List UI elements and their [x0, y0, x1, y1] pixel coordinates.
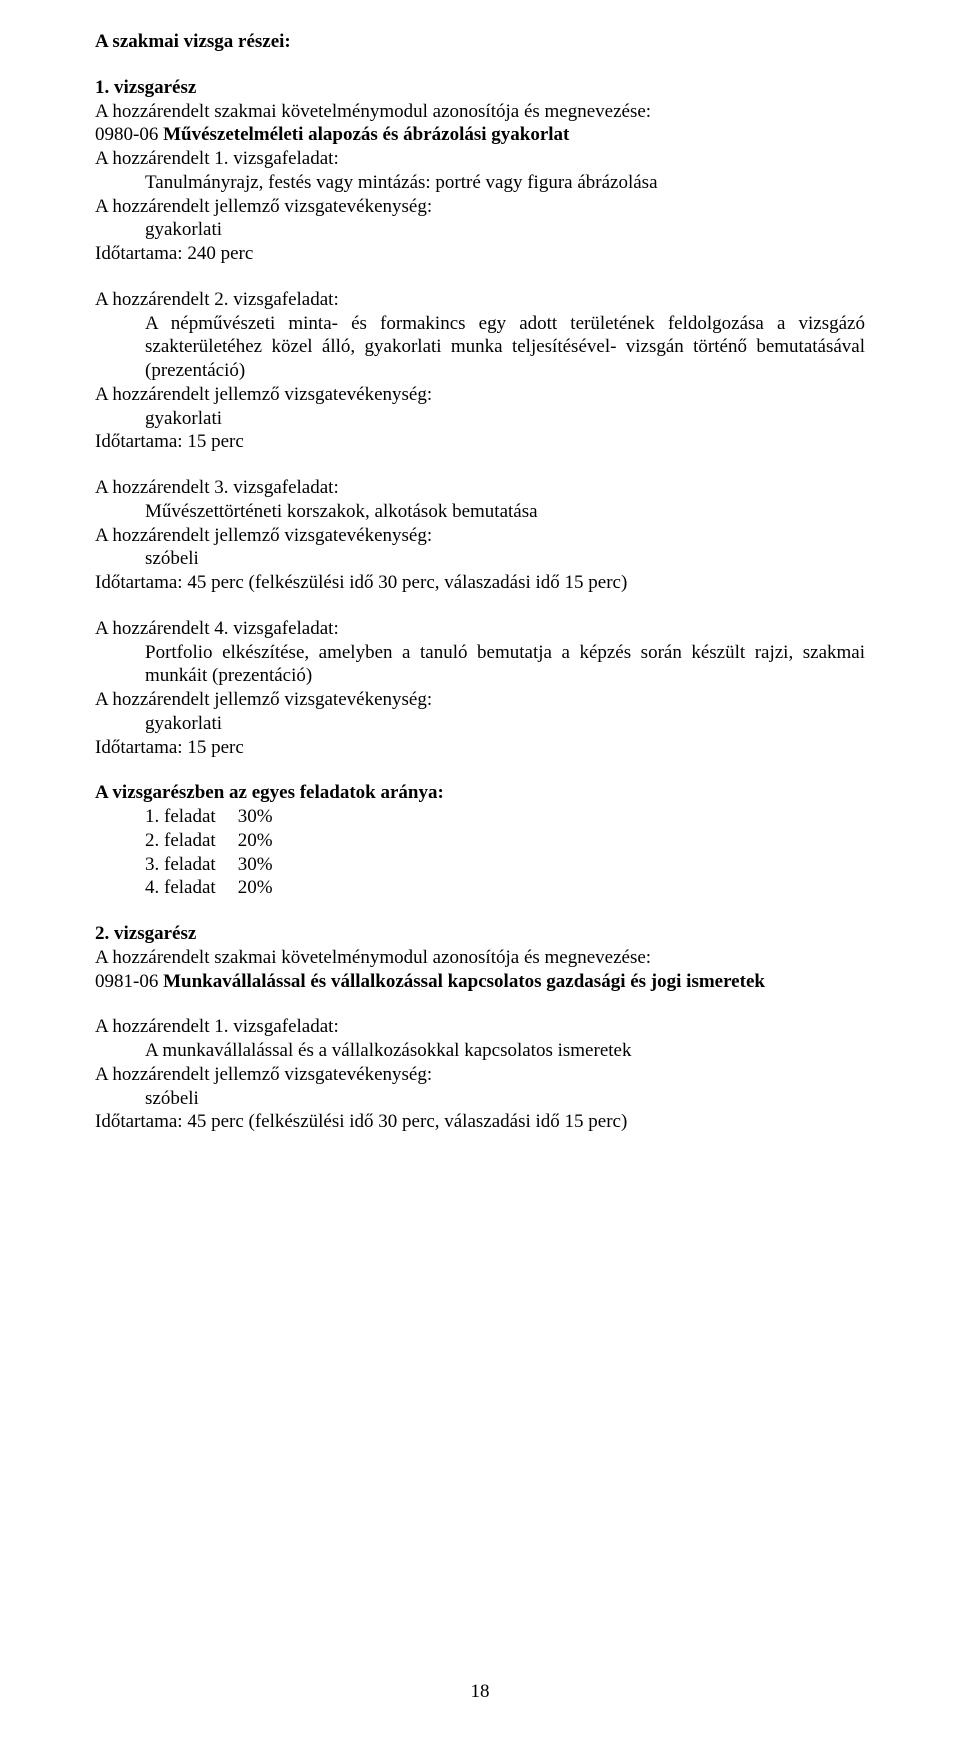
- ratio-label: 4. feladat: [145, 876, 216, 900]
- s2-task1-duration: Időtartama: 45 perc (felkészülési idő 30…: [95, 1110, 865, 1134]
- page-container: A szakmai vizsga részei: 1. vizsgarész A…: [0, 0, 960, 1747]
- spacer: [95, 454, 865, 476]
- ratio-row: 4. feladat 20%: [95, 876, 865, 900]
- s2-task1-activity-type: szóbeli: [95, 1087, 865, 1111]
- page-number: 18: [0, 1681, 960, 1703]
- section1-module-line: 0980-06 Művészetelméleti alapozás és ábr…: [95, 123, 865, 147]
- task1-desc: Tanulmányrajz, festés vagy mintázás: por…: [95, 171, 865, 195]
- s2-task1-heading: A hozzárendelt 1. vizsgafeladat:: [95, 1015, 865, 1039]
- ratio-row: 2. feladat 20%: [95, 829, 865, 853]
- task2-duration: Időtartama: 15 perc: [95, 430, 865, 454]
- task3-heading: A hozzárendelt 3. vizsgafeladat:: [95, 476, 865, 500]
- task2-heading: A hozzárendelt 2. vizsgafeladat:: [95, 288, 865, 312]
- section2-title: 2. vizsgarész: [95, 922, 865, 946]
- task4-activity: A hozzárendelt jellemző vizsgatevékenysé…: [95, 688, 865, 712]
- spacer: [95, 993, 865, 1015]
- ratio-pct: 30%: [216, 805, 273, 829]
- section1-intro: A hozzárendelt szakmai követelménymodul …: [95, 100, 865, 124]
- task1-activity: A hozzárendelt jellemző vizsgatevékenysé…: [95, 195, 865, 219]
- ratio-label: 3. feladat: [145, 853, 216, 877]
- task3-activity-type: szóbeli: [95, 547, 865, 571]
- ratio-row: 3. feladat 30%: [95, 853, 865, 877]
- task4-duration: Időtartama: 15 perc: [95, 736, 865, 760]
- spacer: [95, 595, 865, 617]
- task1-activity-type: gyakorlati: [95, 218, 865, 242]
- spacer: [95, 266, 865, 288]
- ratios-title: A vizsgarészben az egyes feladatok arány…: [95, 781, 865, 805]
- ratio-pct: 30%: [216, 853, 273, 877]
- ratio-pct: 20%: [216, 876, 273, 900]
- s2-task1-desc: A munkavállalással és a vállalkozásokkal…: [95, 1039, 865, 1063]
- task3-duration: Időtartama: 45 perc (felkészülési idő 30…: [95, 571, 865, 595]
- ratio-row: 1. feladat 30%: [95, 805, 865, 829]
- s2-task1-activity: A hozzárendelt jellemző vizsgatevékenysé…: [95, 1063, 865, 1087]
- task2-desc: A népművészeti minta- és formakincs egy …: [95, 312, 865, 383]
- task3-desc: Művészettörténeti korszakok, alkotások b…: [95, 500, 865, 524]
- section2-module-title: Munkavállalással és vállalkozással kapcs…: [163, 971, 765, 992]
- task4-desc: Portfolio elkészítése, amelyben a tanuló…: [95, 641, 865, 689]
- spacer: [95, 900, 865, 922]
- task1-duration: Időtartama: 240 perc: [95, 242, 865, 266]
- task4-heading: A hozzárendelt 4. vizsgafeladat:: [95, 617, 865, 641]
- section1-module-title: Művészetelméleti alapozás és ábrázolási …: [163, 124, 569, 145]
- section2-intro: A hozzárendelt szakmai követelménymodul …: [95, 946, 865, 970]
- task2-activity-type: gyakorlati: [95, 407, 865, 431]
- section2-code: 0981-06: [95, 971, 158, 992]
- spacer: [95, 54, 865, 76]
- ratio-pct: 20%: [216, 829, 273, 853]
- ratio-label: 2. feladat: [145, 829, 216, 853]
- section1-code: 0980-06: [95, 124, 158, 145]
- section2-module-line: 0981-06 Munkavállalással és vállalkozáss…: [95, 970, 865, 994]
- ratio-label: 1. feladat: [145, 805, 216, 829]
- task4-activity-type: gyakorlati: [95, 712, 865, 736]
- spacer: [95, 759, 865, 781]
- main-heading: A szakmai vizsga részei:: [95, 30, 865, 54]
- section1-title: 1. vizsgarész: [95, 76, 865, 100]
- task3-activity: A hozzárendelt jellemző vizsgatevékenysé…: [95, 524, 865, 548]
- task2-activity: A hozzárendelt jellemző vizsgatevékenysé…: [95, 383, 865, 407]
- task1-heading: A hozzárendelt 1. vizsgafeladat:: [95, 147, 865, 171]
